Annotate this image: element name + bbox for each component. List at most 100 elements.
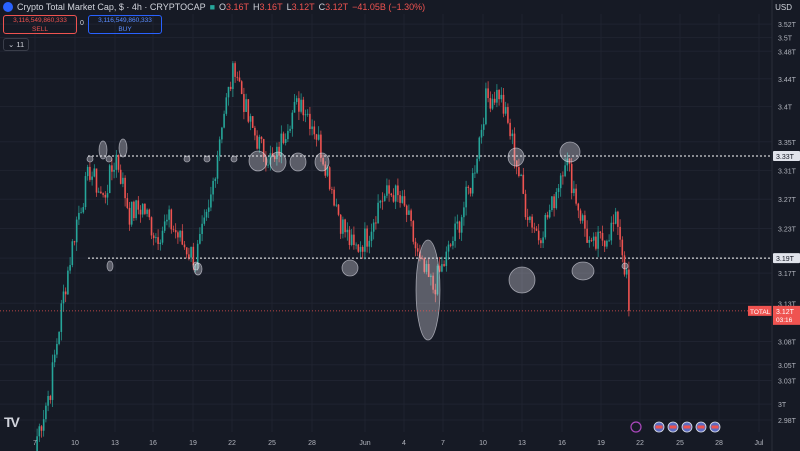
candle-body [467,186,470,188]
candle-body [155,237,157,239]
candle-body [416,248,419,252]
candle-body [300,99,302,112]
candle-body [119,169,122,184]
candle-body [513,133,516,161]
candle-body [595,236,597,249]
y-tick-label: 3.35T [778,140,797,147]
x-tick-label: 7 [441,440,445,447]
candle-body [122,177,124,184]
horizontal-levels [88,155,772,259]
tradingview-logo-icon[interactable]: TV [4,414,20,430]
indicators-toggle[interactable]: ⌄ 11 [3,38,30,51]
candle-body [509,122,511,137]
candle-body [56,343,58,355]
buy-button[interactable]: 3,116,549,860,333 BUY [88,15,162,34]
candle-body [361,246,364,252]
candle-body [223,113,225,128]
highlight-ellipse [248,150,268,172]
candle-body [498,89,500,100]
candle-body [394,185,397,202]
candle-body [78,212,80,220]
level-price-label: 3.33T [776,154,795,161]
candle-body [80,212,82,214]
candle-body [106,193,109,198]
candle-body [113,169,115,172]
candle-body [95,168,98,193]
candle-body [100,191,102,194]
candle-body [531,216,533,228]
candle-body [53,354,56,363]
candle-body [302,99,305,116]
candle-body [124,177,126,199]
candle-body [256,135,258,149]
candle-body [97,191,100,193]
candle-body [203,217,206,224]
candle-body [548,210,551,218]
candle-body [500,94,503,100]
candle-body [262,139,265,158]
candle-body [192,246,195,266]
symbol-title[interactable]: Crypto Total Market Cap, $ · 4h · CRYPTO… [17,2,206,12]
candle-body [414,241,417,249]
candle-body [313,126,316,135]
candle-body [577,203,580,211]
candle-body [419,251,421,259]
candle-body [586,228,588,243]
candle-body [130,201,133,225]
candle-body [146,209,148,214]
candle-body [82,207,85,213]
highlight-ellipse [341,259,359,277]
candle-body [502,94,505,114]
candle-body [163,221,166,231]
price-axis[interactable]: 3.52T 3.5T 3.48T 3.44T 3.4T 3.35T 3.31T 3.27T 3.… [771,0,800,451]
candle-body [214,178,217,181]
candle-body [515,160,518,168]
close-value: C3.12T [318,2,349,12]
candle-body [295,98,298,102]
candle-body [201,223,203,234]
x-tick-label: 28 [308,440,316,447]
currency-label[interactable]: USD [775,3,792,12]
candle-body [381,200,384,202]
candle-body [135,200,137,219]
candle-body [535,228,538,231]
candle-body [410,210,412,222]
y-tick-label: 3.23T [778,226,797,233]
candle-body [614,211,617,224]
candle-body [69,265,71,271]
candle-body [40,426,43,431]
candle-body [339,214,342,234]
event-icons[interactable] [630,421,721,433]
candle-body [199,233,201,244]
current-price-tag [773,305,800,325]
candle-body [344,219,346,233]
candle-body [185,247,188,255]
candle-body [370,231,373,241]
candle-body [115,154,118,170]
candle-body [117,154,120,170]
candle-body [438,265,441,272]
x-tick-label: 10 [479,440,487,447]
candle-body [608,240,610,242]
candle-body [73,241,76,243]
candle-body [476,158,478,173]
candle-body [212,180,214,195]
candle-body [333,189,335,206]
sell-button[interactable]: 3,116,549,860,333 SELL [3,15,77,34]
candle-body [491,98,494,109]
candle-body [463,207,465,218]
candle-body [86,166,89,177]
candle-body [379,200,382,203]
candle-body [49,396,52,400]
time-axis[interactable]: 7 10 13 16 19 22 25 28 Jun 4 7 10 13 16 19 22 25 28 Jul [33,440,764,447]
countdown-label: 03:16 [776,317,793,324]
candle-body [603,240,606,247]
candle-body [278,146,280,156]
highlight-ellipse [118,138,128,158]
candle-body [183,244,186,248]
candle-body [298,98,300,112]
x-tick-label: Jun [359,440,370,447]
candle-body [276,146,278,160]
candle-body [628,269,630,311]
